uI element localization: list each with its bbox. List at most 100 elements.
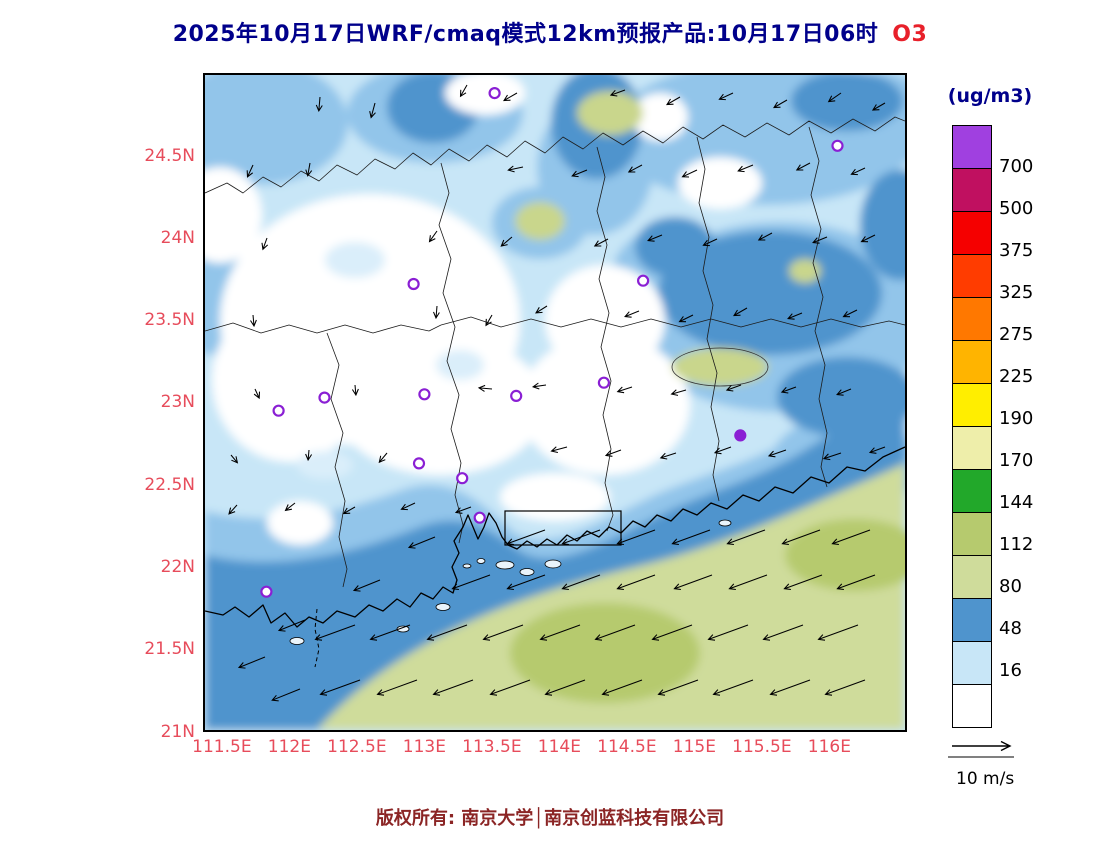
wind-arrow	[712, 679, 754, 696]
wind-arrow	[250, 314, 257, 328]
forecast-map	[172, 45, 940, 760]
wind-arrow	[351, 384, 359, 397]
colorbar-level-label: 190	[999, 408, 1034, 429]
wind-arrow	[561, 529, 601, 546]
station-marker	[510, 389, 523, 402]
wind-arrow	[609, 89, 626, 97]
wind-arrow	[783, 574, 823, 591]
colorbar-level-label: 375	[999, 240, 1034, 261]
colorbar-cell	[953, 168, 991, 211]
wind-arrow	[673, 574, 713, 591]
wind-arrow	[728, 574, 768, 591]
wind-arrow	[284, 502, 296, 512]
lat-tick-label: 24.5N	[144, 145, 195, 166]
colorbar-cell	[953, 211, 991, 254]
khaki-basin-outline	[671, 347, 769, 387]
colorbar-level-label: 112	[999, 534, 1034, 555]
wind-arrow	[670, 389, 687, 396]
wind-arrow	[433, 305, 440, 320]
wind-arrow	[860, 234, 876, 243]
colorbar-cell	[953, 126, 991, 168]
wind-arrow	[432, 679, 474, 696]
wind-arrow	[824, 679, 866, 696]
station-marker	[260, 585, 273, 598]
wind-arrow	[604, 449, 622, 457]
wind-arrow	[500, 236, 513, 247]
colorbar	[952, 125, 992, 728]
wind-arrow	[836, 574, 876, 591]
wind-arrow	[230, 454, 239, 464]
colorbar-level-label: 48	[999, 618, 1022, 639]
admin-boundaries	[204, 116, 906, 588]
lon-tick-label: 114E	[537, 737, 581, 757]
wind-arrow	[228, 504, 238, 515]
chart-title-species: O3	[892, 22, 928, 47]
lon-tick-label: 113.5E	[462, 737, 522, 757]
wind-arrow	[531, 382, 547, 390]
wind-arrow	[261, 237, 269, 251]
wind-arrow	[624, 310, 640, 318]
wind-arrow	[616, 386, 633, 394]
wind-arrow	[671, 529, 711, 546]
wind-arrow	[781, 529, 821, 546]
wind-arrow	[376, 679, 418, 696]
wind-arrow	[305, 449, 313, 462]
colorbar-cell	[953, 641, 991, 684]
wind-arrow	[616, 529, 656, 546]
lat-tick-label: 22.5N	[144, 474, 195, 495]
station-marker	[597, 376, 610, 389]
wind-vectors-layer	[228, 84, 886, 702]
colorbar-level-label: 16	[999, 660, 1022, 681]
wind-arrow	[506, 574, 546, 591]
colorbar-level-label: 225	[999, 366, 1034, 387]
colorbar-level-label: 275	[999, 324, 1034, 345]
station-marker	[318, 391, 331, 404]
wind-arrow	[571, 169, 588, 178]
wind-arrow	[507, 165, 524, 173]
wind-arrow	[535, 305, 548, 314]
wind-arrow	[757, 232, 773, 241]
colorbar-cell	[953, 469, 991, 512]
wind-arrow	[277, 619, 306, 632]
wind-arrow	[831, 529, 871, 546]
wind-arrow	[489, 679, 531, 696]
wind-arrow	[725, 384, 742, 392]
lon-tick-label: 112.5E	[327, 737, 387, 757]
wind-arrow	[762, 624, 804, 641]
wind-arrow	[647, 234, 663, 242]
wind-arrow	[787, 312, 803, 320]
islands	[289, 519, 732, 645]
colorbar-level-label: 325	[999, 282, 1034, 303]
wind-arrow	[842, 309, 858, 318]
wind-arrow	[506, 529, 546, 546]
wind-arrow	[246, 164, 254, 178]
station-marker	[473, 511, 486, 524]
wind-arrow	[733, 307, 748, 317]
station-marker	[488, 87, 501, 100]
wind-arrow	[795, 162, 811, 171]
wind-arrow	[659, 452, 677, 460]
colorbar-level-label: 144	[999, 492, 1034, 513]
lat-tick-label: 23.5N	[144, 310, 195, 331]
station-markers-layer	[260, 87, 844, 598]
coastline-path	[204, 446, 906, 628]
lon-tick-label: 116E	[807, 737, 851, 757]
wind-arrow	[616, 574, 656, 591]
lat-tick-label: 21.5N	[144, 639, 195, 660]
lon-tick-label: 113E	[402, 737, 446, 757]
wind-arrow	[769, 679, 811, 696]
delta-highlight-box	[504, 510, 622, 546]
wind-arrow	[314, 624, 356, 641]
wind-arrow	[477, 384, 493, 392]
lon-tick-label: 114.5E	[597, 737, 657, 757]
page-title: 2025年10月17日WRF/cmaq模式12km预报产品:10月17日06时 O…	[0, 16, 1100, 48]
station-marker	[418, 388, 431, 401]
station-marker	[831, 139, 844, 152]
wind-arrow	[657, 679, 699, 696]
wind-arrow	[485, 314, 493, 327]
wind-arrow	[773, 99, 788, 109]
wind-arrow	[812, 236, 828, 244]
wind-arrow	[817, 624, 859, 641]
lon-tick-label: 115.5E	[732, 737, 792, 757]
